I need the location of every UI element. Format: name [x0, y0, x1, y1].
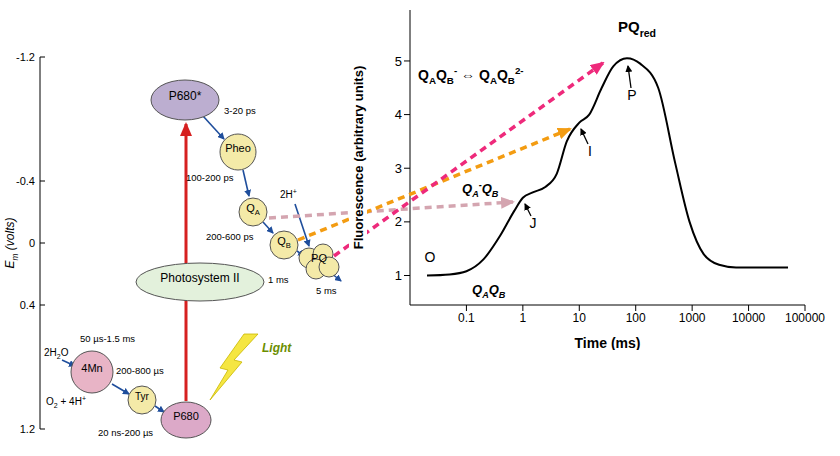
- svg-text:O: O: [425, 249, 436, 265]
- svg-text:PQ: PQ: [311, 252, 327, 264]
- svg-text:1 ms: 1 ms: [268, 274, 289, 285]
- svg-text:5: 5: [395, 54, 402, 69]
- svg-text:2H+: 2H+: [280, 188, 297, 200]
- svg-text:QA: QA: [246, 202, 261, 217]
- svg-text:Tyr: Tyr: [135, 391, 150, 402]
- svg-text:1: 1: [520, 311, 527, 325]
- svg-text:1: 1: [395, 268, 402, 283]
- svg-text:0.1: 0.1: [458, 311, 475, 325]
- svg-text:50 µs-1.5 ms: 50 µs-1.5 ms: [80, 333, 135, 344]
- svg-text:200-800 µs: 200-800 µs: [116, 365, 164, 376]
- svg-text:100000: 100000: [785, 311, 825, 325]
- svg-text:QAQB: QAQB: [472, 282, 506, 300]
- svg-text:Em (volts): Em (volts): [3, 217, 20, 268]
- svg-text:-0.4: -0.4: [16, 175, 35, 187]
- svg-text:10: 10: [573, 311, 587, 325]
- svg-text:20 ns-200 µs: 20 ns-200 µs: [98, 427, 153, 438]
- svg-text:Light: Light: [262, 341, 292, 355]
- svg-text:3-20 ps: 3-20 ps: [224, 105, 256, 116]
- svg-text:2H2O: 2H2O: [44, 347, 69, 360]
- svg-text:0: 0: [29, 237, 35, 249]
- svg-text:Pheo: Pheo: [225, 142, 251, 154]
- svg-text:PQred: PQred: [618, 18, 656, 39]
- svg-text:O2 + 4H+: O2 + 4H+: [46, 395, 86, 409]
- svg-text:100-200 ps: 100-200 ps: [186, 172, 234, 183]
- svg-text:P: P: [627, 87, 636, 103]
- svg-text:1000: 1000: [679, 311, 706, 325]
- svg-text:100: 100: [626, 311, 646, 325]
- svg-text:QB: QB: [277, 235, 291, 250]
- svg-text:200-600 ps: 200-600 ps: [206, 231, 254, 242]
- svg-text:2: 2: [395, 214, 402, 229]
- svg-text:1.2: 1.2: [20, 423, 35, 435]
- svg-text:Fluorescence (arbitrary units): Fluorescence (arbitrary units): [351, 66, 366, 250]
- svg-text:QAQB- ⇔ QAQB2-: QAQB- ⇔ QAQB2-: [418, 65, 524, 86]
- svg-text:5 ms: 5 ms: [316, 285, 337, 296]
- svg-text:4: 4: [395, 107, 402, 122]
- svg-text:Time (ms): Time (ms): [575, 335, 641, 350]
- svg-text:0.4: 0.4: [20, 299, 35, 311]
- svg-text:J: J: [530, 215, 537, 231]
- svg-text:P680*: P680*: [169, 89, 202, 103]
- svg-text:4Mn: 4Mn: [81, 362, 102, 374]
- svg-text:I: I: [588, 143, 592, 159]
- svg-text:P680: P680: [173, 410, 199, 422]
- svg-text:QA-QB: QA-QB: [462, 180, 499, 199]
- svg-text:10000: 10000: [732, 311, 766, 325]
- svg-text:-1.2: -1.2: [16, 51, 35, 63]
- svg-text:3: 3: [395, 161, 402, 176]
- svg-text:Photosystem II: Photosystem II: [160, 271, 239, 285]
